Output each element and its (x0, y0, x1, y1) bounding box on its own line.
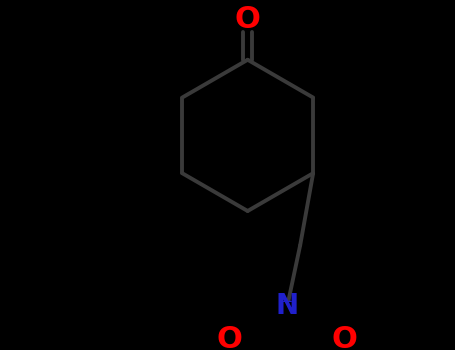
Text: O: O (235, 5, 261, 34)
Text: O: O (332, 325, 358, 350)
Text: O: O (217, 325, 243, 350)
Text: N: N (276, 292, 299, 320)
